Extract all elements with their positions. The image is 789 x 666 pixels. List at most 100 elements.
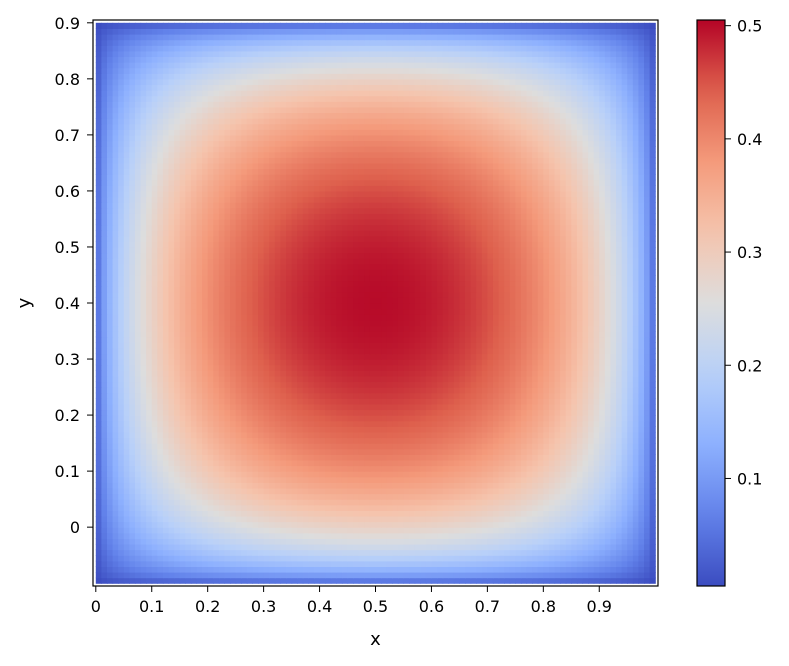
heatmap-cell (230, 571, 237, 579)
heatmap-cell (492, 364, 500, 371)
heatmap-cell (476, 471, 483, 478)
heatmap-cell (140, 347, 147, 355)
heatmap-cell (616, 543, 623, 551)
heatmap-cell (476, 527, 483, 534)
heatmap-cell (504, 387, 511, 394)
heatmap-cell (498, 555, 505, 562)
heatmap-cell (174, 303, 181, 310)
heatmap-cell (106, 409, 114, 416)
heatmap-cell (369, 538, 377, 545)
heatmap-cell (353, 387, 360, 394)
heatmap-cell (269, 426, 276, 433)
heatmap-cell (347, 342, 354, 349)
heatmap-cell (548, 420, 556, 427)
heatmap-cell (397, 538, 405, 545)
heatmap-cell (638, 510, 645, 517)
heatmap-cell (442, 549, 449, 556)
heatmap-cell (364, 415, 371, 422)
heatmap-cell (213, 325, 220, 332)
heatmap-cell (258, 353, 265, 360)
heatmap-cell (202, 443, 209, 450)
heatmap-cell (241, 325, 248, 332)
heatmap-cell (297, 443, 304, 450)
heatmap-cell (151, 303, 158, 310)
heatmap-cell (286, 409, 293, 416)
heatmap-cell (140, 504, 147, 511)
heatmap-cell (498, 538, 505, 545)
heatmap-cell (481, 392, 488, 399)
heatmap-cell (425, 415, 433, 422)
heatmap-cell (106, 375, 114, 383)
heatmap-cell (504, 381, 511, 388)
heatmap-cell (414, 308, 421, 315)
heatmap-cell (297, 375, 304, 383)
heatmap-cell (392, 560, 399, 567)
heatmap-cell (112, 566, 119, 573)
heatmap-cell (174, 493, 181, 500)
heatmap-cell (224, 359, 231, 366)
heatmap-cell (470, 437, 477, 444)
heatmap-cell (593, 538, 600, 545)
heatmap-cell (224, 437, 231, 444)
heatmap-cell (134, 459, 142, 467)
heatmap-cell (509, 560, 516, 567)
heatmap-cell (459, 398, 466, 405)
heatmap-cell (543, 398, 550, 405)
heatmap-cell (397, 314, 405, 321)
heatmap-cell (319, 392, 326, 399)
heatmap-cell (319, 566, 326, 573)
heatmap-cell (560, 515, 567, 523)
heatmap-cell (576, 342, 584, 349)
heatmap-cell (576, 521, 584, 528)
heatmap-cell (336, 443, 343, 450)
heatmap-cell (548, 381, 556, 388)
heatmap-cell (286, 370, 293, 377)
heatmap-cell (252, 471, 259, 478)
heatmap-cell (162, 420, 170, 427)
heatmap-cell (644, 515, 651, 523)
heatmap-cell (420, 471, 427, 478)
heatmap-cell (157, 510, 164, 517)
heatmap-cell (554, 515, 561, 523)
heatmap-cell (560, 459, 567, 467)
heatmap-cell (179, 387, 186, 394)
heatmap-cell (341, 482, 349, 489)
heatmap-cell (341, 543, 349, 551)
heatmap-cell (347, 359, 354, 366)
heatmap-cell (565, 303, 572, 310)
heatmap-cell (174, 555, 181, 562)
heatmap-cell (610, 504, 617, 511)
heatmap-cell (123, 342, 130, 349)
heatmap-cell (571, 499, 578, 506)
heatmap-cell (106, 392, 114, 399)
heatmap-cell (465, 364, 472, 371)
heatmap-cell (308, 510, 315, 517)
heatmap-cell (644, 431, 651, 439)
heatmap-cell (297, 504, 304, 511)
heatmap-cell (269, 493, 276, 500)
heatmap-cell (375, 303, 382, 310)
heatmap-cell (213, 353, 220, 360)
heatmap-cell (246, 555, 254, 562)
heatmap-cell (129, 493, 136, 500)
heatmap-cell (616, 387, 623, 394)
heatmap-cell (286, 403, 293, 411)
heatmap-cell (576, 431, 584, 439)
heatmap-cell (347, 398, 354, 405)
heatmap-cell (353, 415, 360, 422)
heatmap-cell (358, 342, 365, 349)
heatmap-cell (218, 426, 226, 433)
heatmap-cell (129, 459, 136, 467)
heatmap-cell (481, 543, 488, 551)
heatmap-cell (386, 515, 393, 523)
heatmap-cell (627, 482, 634, 489)
heatmap-cell (470, 415, 477, 422)
heatmap-cell (157, 487, 164, 495)
heatmap-cell (571, 398, 578, 405)
heatmap-cell (263, 347, 270, 355)
heatmap-cell (207, 336, 214, 343)
heatmap-cell (330, 459, 337, 467)
heatmap-cell (498, 549, 505, 556)
heatmap-cell (353, 560, 360, 567)
heatmap-cell (213, 364, 220, 371)
